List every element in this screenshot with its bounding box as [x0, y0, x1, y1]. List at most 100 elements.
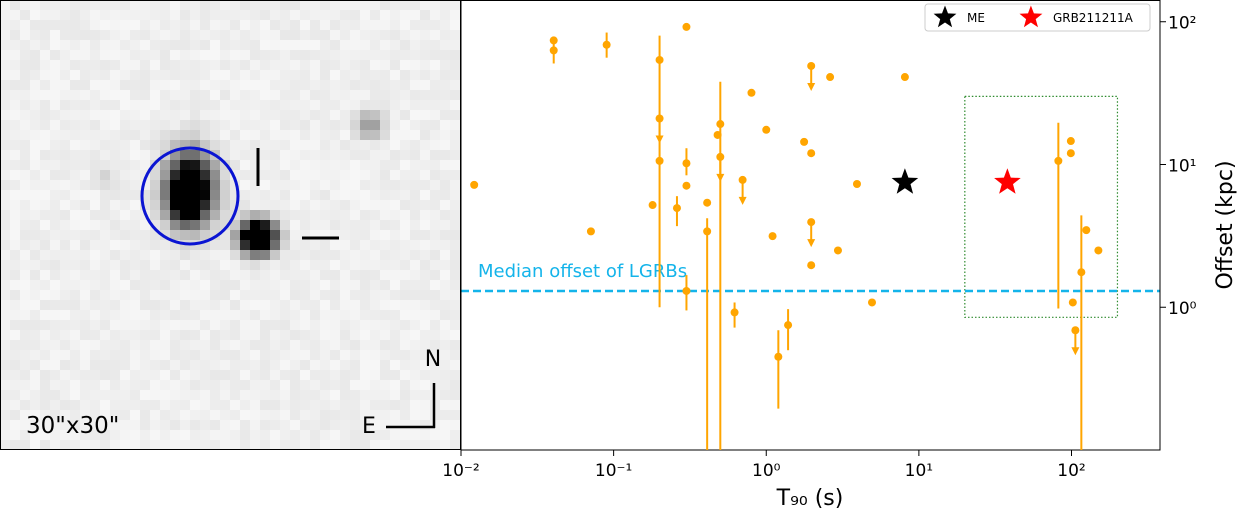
pixel [50, 310, 60, 320]
pixel [270, 150, 280, 160]
pixel [430, 200, 440, 210]
pixel [310, 150, 320, 160]
pixel [340, 40, 350, 50]
pixel [140, 380, 150, 390]
pixel [200, 10, 210, 20]
pixel [90, 400, 100, 410]
pixel [370, 370, 380, 380]
pixel [320, 150, 330, 160]
pixel [70, 0, 80, 10]
pixel [40, 100, 50, 110]
pixel [110, 380, 120, 390]
pixel [10, 400, 20, 410]
pixel [420, 70, 430, 80]
pixel [110, 10, 120, 20]
pixel [360, 90, 370, 100]
pixel [310, 330, 320, 340]
pixel [220, 40, 230, 50]
pixel [120, 400, 130, 410]
pixel [250, 420, 260, 430]
pixel [90, 210, 100, 220]
pixel [80, 140, 90, 150]
pixel [180, 50, 190, 60]
pixel [240, 10, 250, 20]
pixel [320, 280, 330, 290]
pixel [140, 370, 150, 380]
pixel [230, 30, 240, 40]
pixel [260, 440, 270, 450]
pixel [440, 400, 450, 410]
pixel [300, 180, 310, 190]
pixel [80, 320, 90, 330]
pixel [400, 200, 410, 210]
pixel [10, 180, 20, 190]
pixel [420, 60, 430, 70]
pixel [410, 160, 420, 170]
pixel [70, 280, 80, 290]
pixel [300, 320, 310, 330]
pixel [90, 200, 100, 210]
pixel [320, 300, 330, 310]
pixel [100, 160, 110, 170]
pixel [30, 320, 40, 330]
pixel [400, 260, 410, 270]
pixel [350, 340, 360, 350]
pixel [290, 110, 300, 120]
pixel [390, 150, 400, 160]
pixel [150, 20, 160, 30]
pixel [160, 380, 170, 390]
pixel [80, 130, 90, 140]
pixel [430, 60, 440, 70]
pixel [160, 290, 170, 300]
pixel [10, 100, 20, 110]
pixel [390, 180, 400, 190]
pixel [220, 420, 230, 430]
pixel [250, 230, 260, 240]
pixel [240, 440, 250, 450]
pixel [50, 30, 60, 40]
pixel [370, 410, 380, 420]
pixel [0, 220, 10, 230]
pixel [390, 240, 400, 250]
pixel [270, 420, 280, 430]
pixel [410, 110, 420, 120]
pixel [290, 280, 300, 290]
pixel [450, 240, 460, 250]
pixel [310, 30, 320, 40]
pixel [10, 120, 20, 130]
pixel [350, 180, 360, 190]
pixel [160, 110, 170, 120]
pixel [50, 370, 60, 380]
pixel [100, 310, 110, 320]
pixel [80, 20, 90, 30]
pixel [280, 320, 290, 330]
pixel [40, 70, 50, 80]
pixel [170, 330, 180, 340]
pixel [240, 120, 250, 130]
pixel [200, 270, 210, 280]
pixel [10, 40, 20, 50]
pixel [90, 380, 100, 390]
pixel [280, 400, 290, 410]
pixel [260, 300, 270, 310]
pixel [10, 290, 20, 300]
pixel [70, 290, 80, 300]
pixel [20, 70, 30, 80]
pixel [130, 110, 140, 120]
pixel [50, 90, 60, 100]
pixel [90, 310, 100, 320]
pixel [110, 190, 120, 200]
pixel [400, 0, 410, 10]
pixel [210, 30, 220, 40]
pixel [260, 0, 270, 10]
pixel [300, 0, 310, 10]
pixel [250, 120, 260, 130]
pixel [370, 50, 380, 60]
pixel [180, 40, 190, 50]
pixel [270, 380, 280, 390]
pixel [0, 90, 10, 100]
pixel [380, 20, 390, 30]
pixel [230, 150, 240, 160]
pixel [250, 280, 260, 290]
east-label: E [362, 414, 376, 439]
